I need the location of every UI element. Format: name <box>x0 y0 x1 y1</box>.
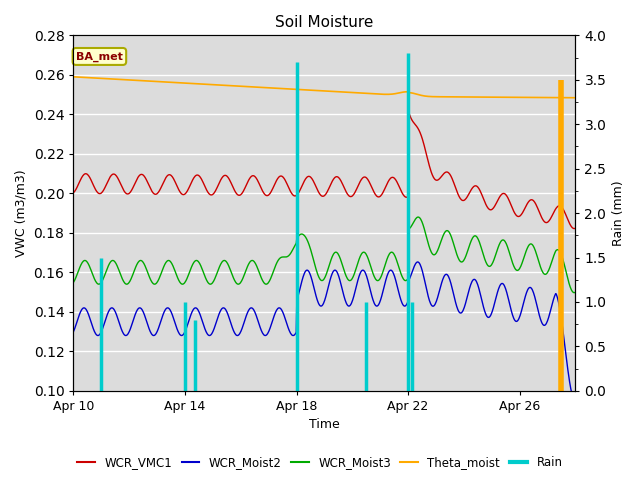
Y-axis label: Rain (mm): Rain (mm) <box>612 180 625 246</box>
Y-axis label: VWC (m3/m3): VWC (m3/m3) <box>15 169 28 257</box>
Title: Soil Moisture: Soil Moisture <box>275 15 374 30</box>
Legend: WCR_VMC1, WCR_Moist2, WCR_Moist3, Theta_moist, Rain: WCR_VMC1, WCR_Moist2, WCR_Moist3, Theta_… <box>72 452 568 474</box>
X-axis label: Time: Time <box>309 419 340 432</box>
Text: BA_met: BA_met <box>76 51 123 61</box>
